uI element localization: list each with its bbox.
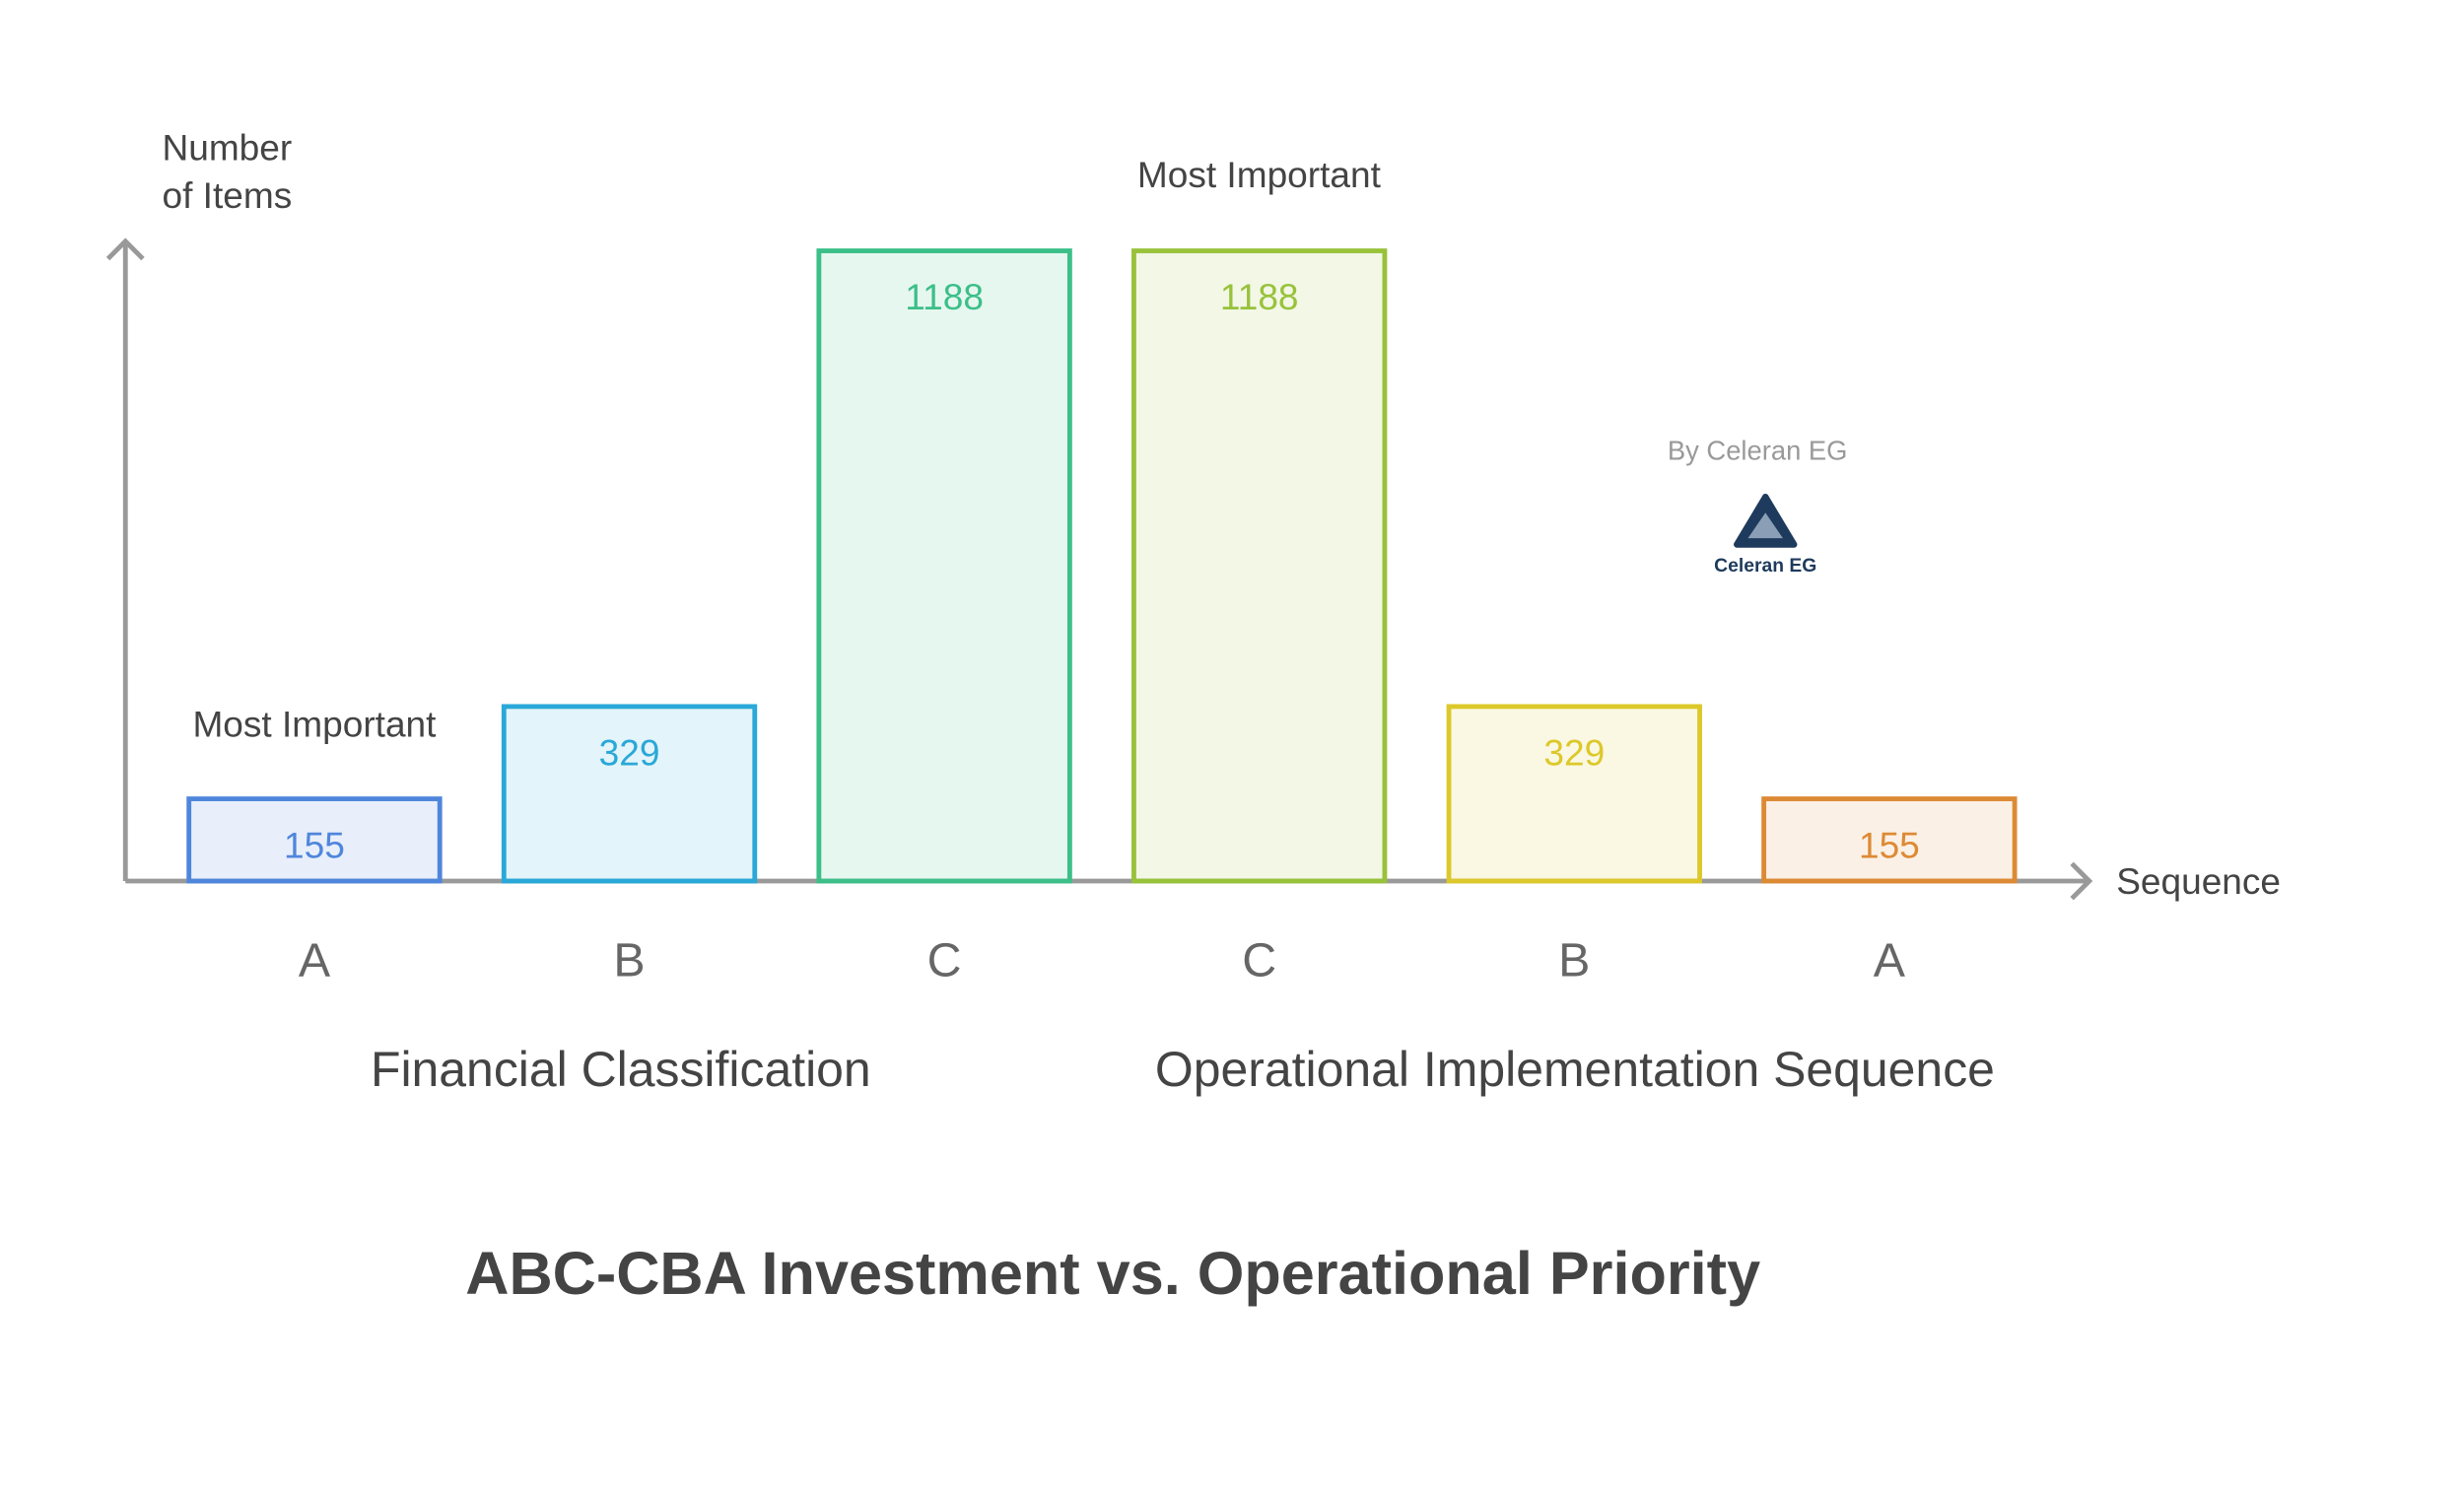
bar xyxy=(816,248,1072,884)
bar xyxy=(186,796,443,884)
x-axis-label: Sequence xyxy=(2116,860,2281,902)
logo-icon-inner xyxy=(1747,512,1783,539)
group-label: Financial Classification xyxy=(371,1042,871,1097)
x-tick-label: C xyxy=(1242,934,1276,987)
bar xyxy=(1446,704,1702,884)
annotation: Most Important xyxy=(1137,154,1382,195)
group-label: Operational Implementation Sequence xyxy=(1155,1042,1995,1097)
value-label: 1188 xyxy=(905,276,984,317)
value-label: 329 xyxy=(1543,732,1605,774)
x-tick-label: C xyxy=(927,934,962,987)
y-axis-label: Number of Items xyxy=(162,126,293,217)
value-label: 1188 xyxy=(1220,276,1299,317)
x-tick-label: B xyxy=(613,934,645,987)
bar xyxy=(1131,248,1388,884)
value-label: 155 xyxy=(1859,824,1920,865)
x-tick-label: B xyxy=(1558,934,1590,987)
y-axis-label-box: Number of Items xyxy=(162,126,293,217)
x-tick-label: A xyxy=(299,934,331,987)
x-axis-arrow xyxy=(2070,861,2093,901)
bar xyxy=(1761,796,2018,884)
x-tick-label: A xyxy=(1874,934,1906,987)
credit: By Celeran EG xyxy=(1668,435,1848,465)
bar xyxy=(501,704,758,884)
logo-text: Celeran EG xyxy=(1714,556,1816,577)
value-label: 155 xyxy=(284,824,345,865)
value-label: 329 xyxy=(599,732,660,774)
chart-title: ABC-CBA Investment vs. Operational Prior… xyxy=(465,1240,1760,1307)
annotation: Most Important xyxy=(192,704,437,745)
y-axis-arrow xyxy=(105,238,145,261)
